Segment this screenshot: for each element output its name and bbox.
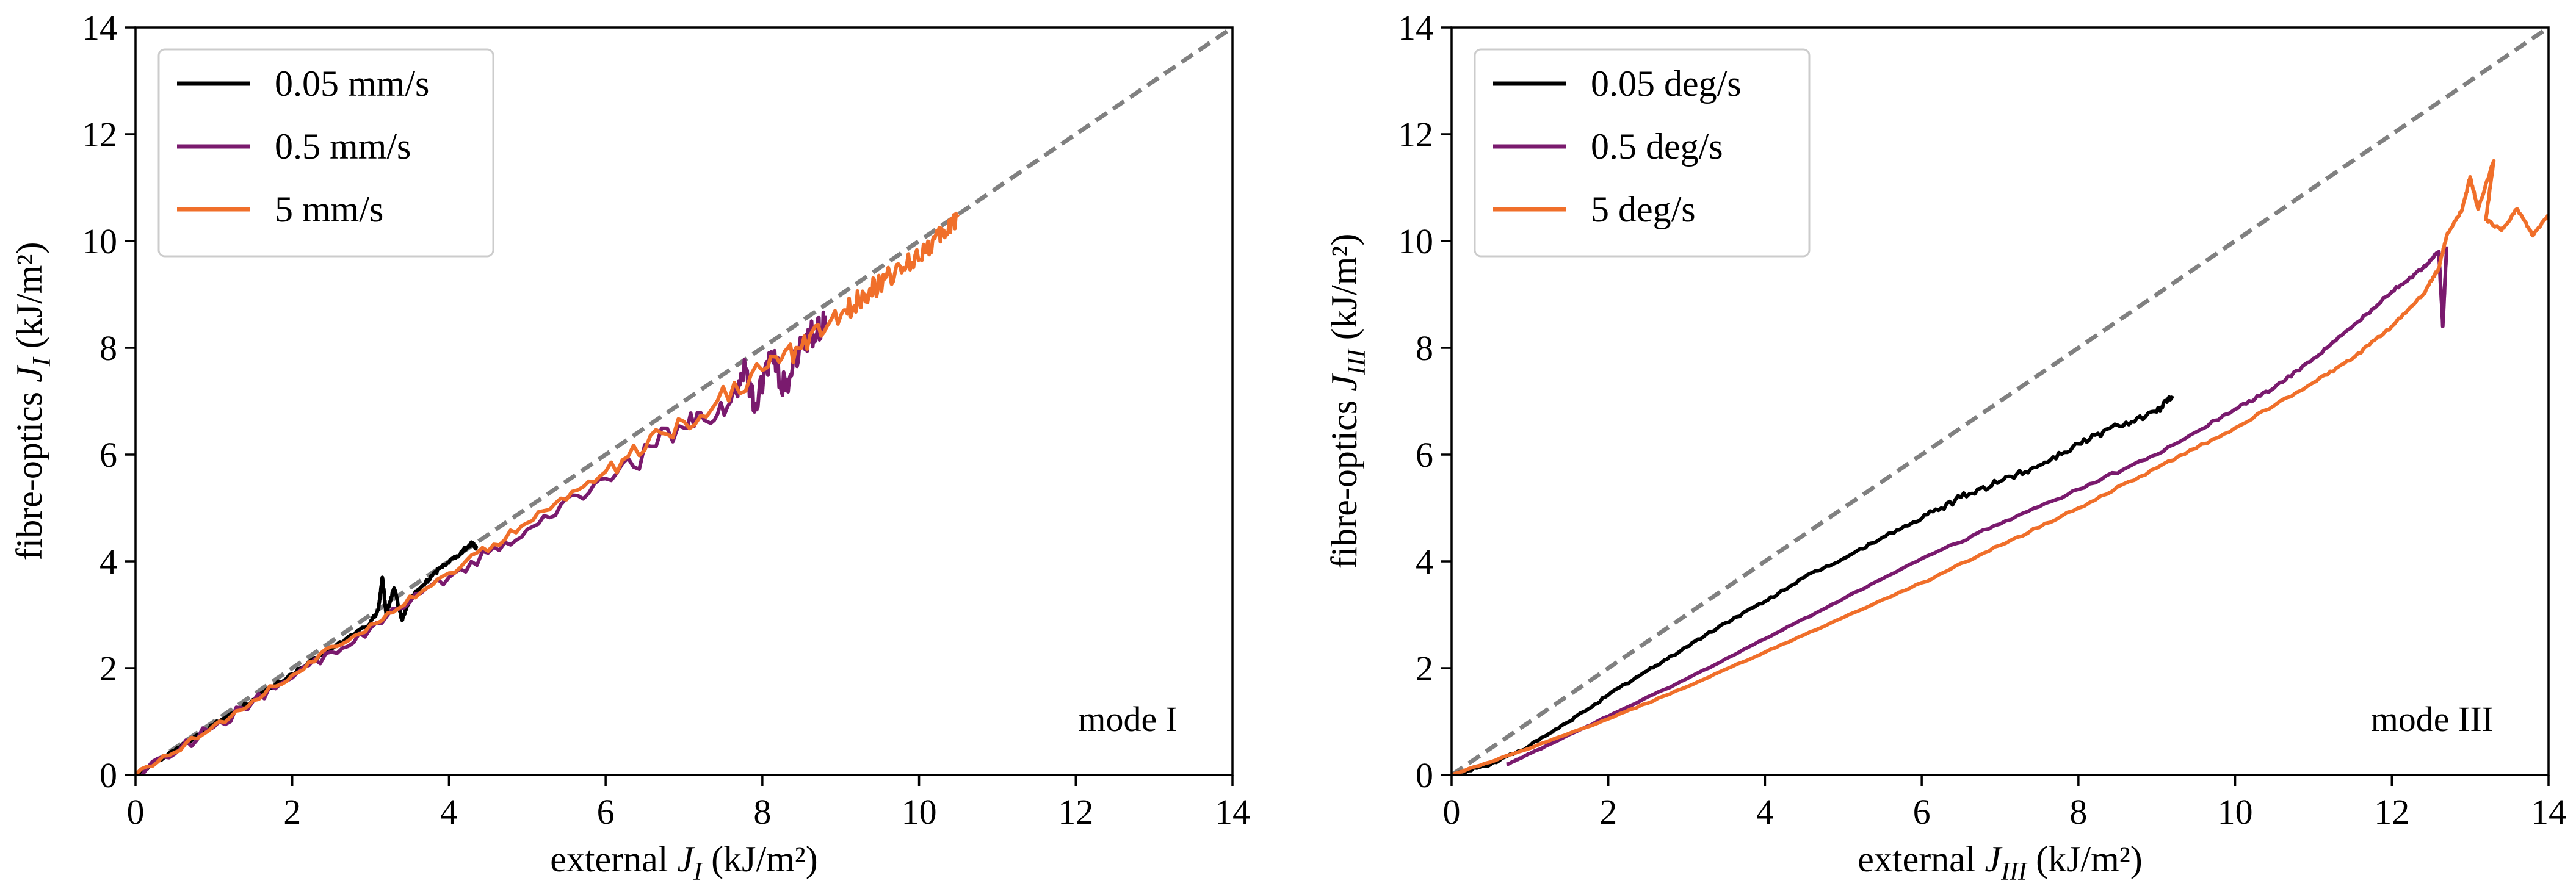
legend-label: 0.05 deg/s [1591, 63, 1742, 104]
series-line-1 [136, 310, 827, 775]
series-line-0 [1452, 395, 2174, 775]
series-line-1 [1506, 246, 2449, 766]
plot-area [136, 27, 1232, 775]
x-tick-label: 12 [1058, 792, 1093, 832]
y-tick-label: 8 [99, 328, 117, 368]
y-tick-label: 14 [1398, 8, 1433, 48]
mode-annotation: mode I [1078, 699, 1178, 739]
left-chart-panel: 0 2 4 6 8 10 12 14 0 2 4 6 8 10 12 14 external JI (kJ/m²… [9, 8, 1250, 886]
y-tick-label: 10 [1398, 222, 1433, 261]
x-axis-label: external JI (kJ/m²) [550, 839, 818, 886]
x-tick-label: 14 [2531, 792, 2566, 832]
y-tick-label: 4 [99, 542, 117, 582]
axes-frame [134, 26, 1234, 776]
series-line-2 [1452, 159, 2549, 775]
x-tick-label: 10 [2218, 792, 2253, 832]
x-tick-label: 14 [1215, 792, 1250, 832]
x-axis-label: external JIII (kJ/m²) [1858, 839, 2142, 886]
x-tick-label: 2 [1599, 792, 1617, 832]
x-tick-label: 10 [902, 792, 937, 832]
x-tick-label: 4 [1756, 792, 1774, 832]
x-tick-label: 8 [2069, 792, 2087, 832]
mode-annotation: mode III [2371, 699, 2494, 739]
legend-label: 0.05 mm/s [275, 63, 429, 104]
series-line-2 [136, 211, 960, 775]
legend-label: 5 mm/s [275, 189, 383, 229]
reference-line [136, 27, 1232, 775]
legend-box [157, 48, 494, 258]
y-tick-label: 8 [1416, 328, 1433, 368]
legend-box [1474, 48, 1811, 258]
legend-label: 0.5 mm/s [275, 126, 411, 167]
x-tick-label: 4 [440, 792, 458, 832]
x-tick-label: 2 [283, 792, 301, 832]
x-tick-label: 6 [1913, 792, 1931, 832]
legend-label: 5 deg/s [1591, 189, 1696, 229]
legend-label: 0.5 deg/s [1591, 126, 1723, 167]
y-tick-label: 4 [1416, 542, 1433, 582]
y-axis-label: fibre-optics JIII (kJ/m²) [1324, 234, 1371, 569]
x-tick-label: 0 [1443, 792, 1461, 832]
axes-frame [1450, 26, 2550, 776]
y-tick-label: 2 [99, 649, 117, 688]
x-tick-label: 8 [753, 792, 771, 832]
legend: 0.05 mm/s 0.5 mm/s 5 mm/s [157, 48, 494, 258]
x-tick-label: 6 [597, 792, 615, 832]
y-tick-label: 2 [1416, 649, 1433, 688]
series-line-0 [136, 540, 479, 775]
plot-area [1452, 27, 2549, 775]
x-tick-label: 0 [127, 792, 145, 832]
x-tick-label: 12 [2374, 792, 2409, 832]
y-tick-label: 0 [99, 755, 117, 795]
legend: 0.05 deg/s 0.5 deg/s 5 deg/s [1474, 48, 1811, 258]
y-tick-label: 6 [99, 435, 117, 475]
y-tick-label: 6 [1416, 435, 1433, 475]
y-tick-label: 12 [1398, 115, 1433, 154]
y-tick-label: 12 [82, 115, 117, 154]
reference-line [1452, 27, 2549, 775]
y-axis-label: fibre-optics JI (kJ/m²) [9, 242, 56, 561]
right-chart-panel: 0 2 4 6 8 10 12 14 0 2 4 6 8 10 12 14 external JIII (kJ/… [1324, 8, 2566, 886]
y-tick-label: 14 [82, 8, 117, 48]
y-tick-label: 10 [82, 222, 117, 261]
y-tick-label: 0 [1416, 755, 1433, 795]
